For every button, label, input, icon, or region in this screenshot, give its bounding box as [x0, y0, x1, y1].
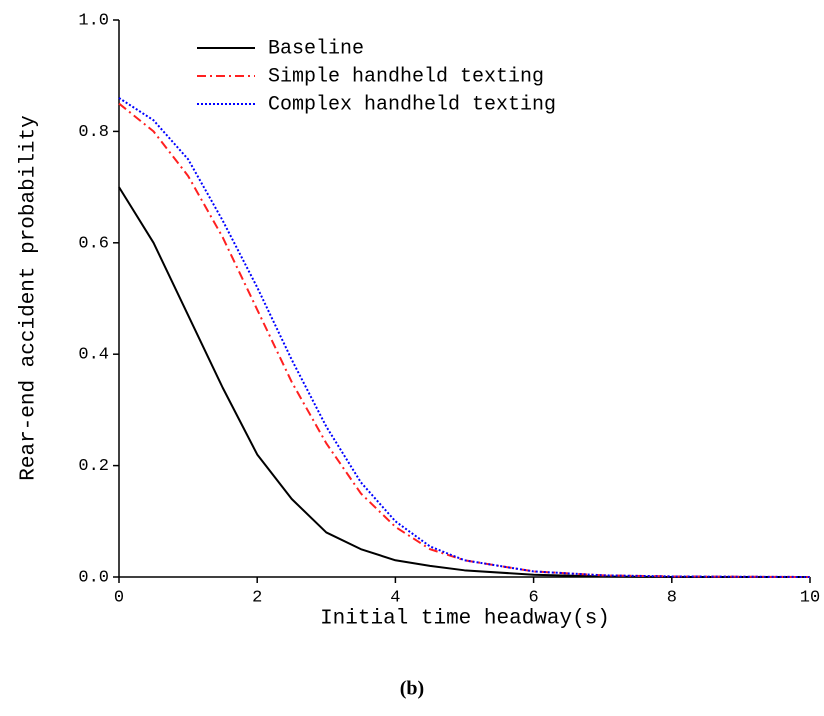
x-axis-label: Initial time headway(s)	[320, 608, 610, 631]
series-line	[118, 102, 811, 578]
x-tick-label: 8	[667, 588, 677, 607]
series-line	[118, 186, 810, 578]
x-tick-label: 6	[528, 588, 538, 607]
legend-text: Complex handheld texting	[268, 93, 556, 116]
y-tick-label: 0.8	[78, 123, 109, 142]
y-tick-label: 0.2	[78, 457, 109, 476]
x-tick-label: 4	[390, 588, 400, 607]
x-tick-label: 2	[252, 588, 262, 607]
caption: (b)	[400, 678, 424, 700]
y-tick-label: 0.6	[78, 234, 109, 253]
y-tick-label: 1.0	[78, 11, 109, 30]
y-axis-label: Rear-end accident probability	[18, 115, 41, 480]
x-tick-label: 0	[114, 588, 124, 607]
x-tick-label: 10	[800, 588, 820, 607]
y-tick-label: 0.0	[78, 568, 109, 587]
y-tick-label: 0.4	[78, 346, 109, 365]
legend-text: Simple handheld texting	[268, 65, 544, 88]
series-line	[118, 97, 811, 578]
legend-text: Baseline	[268, 37, 364, 60]
